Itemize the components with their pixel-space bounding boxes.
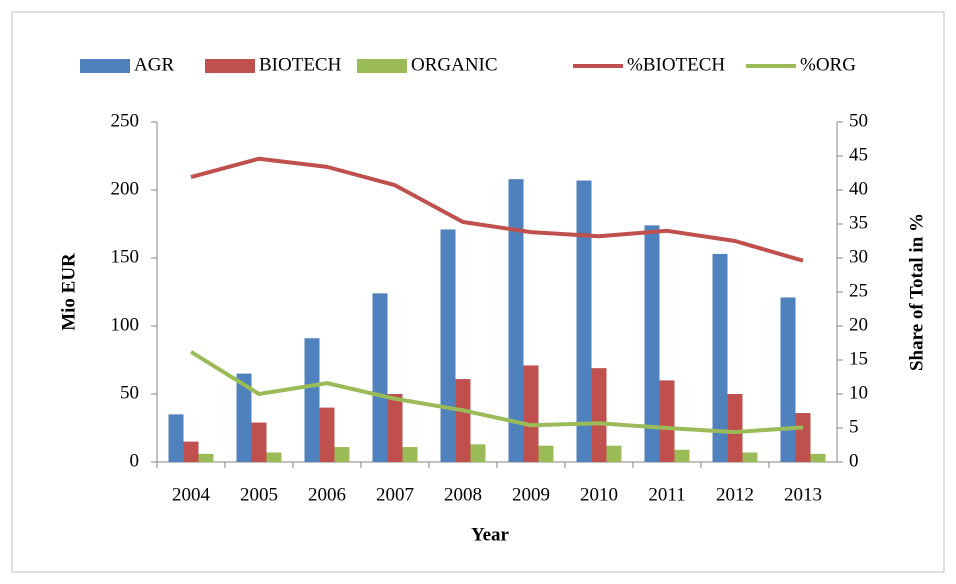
- legend-label: AGR: [134, 54, 174, 75]
- chart-border: [11, 11, 945, 573]
- bar: [168, 414, 184, 462]
- y2-tick-label: 35: [849, 212, 868, 233]
- x-tick-label: 2006: [308, 484, 346, 505]
- x-tick-label: 2004: [172, 484, 211, 505]
- x-tick-label: 2012: [716, 484, 754, 505]
- y2-tick-label: 50: [849, 110, 868, 131]
- x-tick-label: 2013: [784, 484, 822, 505]
- legend-swatch: [80, 59, 130, 73]
- bar: [810, 453, 826, 462]
- bar: [576, 180, 592, 463]
- y2-axis-title: Share of Total in %: [906, 213, 927, 371]
- x-axis-title: Year: [471, 524, 510, 545]
- bar: [591, 368, 607, 462]
- y2-tick-label: 15: [849, 348, 868, 369]
- bar: [508, 179, 524, 462]
- bar: [319, 407, 335, 462]
- bar: [440, 229, 456, 462]
- y-tick-label: 200: [111, 178, 140, 199]
- legend-label: %BIOTECH: [627, 54, 725, 75]
- y2-tick-label: 0: [849, 450, 859, 471]
- y-tick-label: 250: [111, 110, 140, 131]
- y2-tick-label: 30: [849, 246, 868, 267]
- bar: [644, 225, 660, 462]
- bar: [266, 452, 282, 462]
- bar: [183, 441, 199, 462]
- bar: [742, 452, 758, 462]
- line: [190, 156, 804, 263]
- bar: [236, 373, 252, 462]
- bar: [304, 338, 320, 462]
- bar: [659, 380, 675, 462]
- bar: [712, 253, 728, 462]
- y2-tick-label: 5: [849, 416, 859, 437]
- y-tick-label: 100: [111, 314, 140, 335]
- x-tick-label: 2005: [240, 484, 278, 505]
- bar: [387, 394, 403, 462]
- y2-tick-label: 10: [849, 382, 868, 403]
- bar: [523, 365, 539, 462]
- bar: [455, 379, 471, 462]
- bar: [674, 449, 690, 462]
- line: [189, 350, 804, 435]
- x-tick-label: 2007: [376, 484, 414, 505]
- bar: [795, 413, 811, 462]
- legend-label: BIOTECH: [259, 54, 342, 75]
- legend-swatch: [205, 59, 255, 73]
- bar: [372, 293, 388, 462]
- y2-tick-label: 40: [849, 178, 868, 199]
- bar: [251, 422, 267, 462]
- y2-tick-label: 20: [849, 314, 868, 335]
- y-tick-label: 0: [130, 450, 140, 471]
- y2-tick-label: 45: [849, 144, 868, 165]
- bar: [470, 444, 486, 462]
- legend-label: ORGANIC: [411, 54, 498, 75]
- x-tick-label: 2010: [580, 484, 618, 505]
- bar: [606, 445, 622, 462]
- bar: [780, 297, 796, 462]
- legend-swatch: [357, 59, 407, 73]
- y-tick-label: 150: [111, 246, 140, 267]
- bar: [538, 445, 554, 462]
- bar: [198, 453, 214, 462]
- x-tick-label: 2011: [648, 484, 685, 505]
- legend-label: %ORG: [800, 54, 856, 75]
- y2-tick-label: 25: [849, 280, 868, 301]
- x-tick-label: 2009: [512, 484, 550, 505]
- y-tick-label: 50: [120, 382, 139, 403]
- bar: [727, 394, 743, 462]
- x-tick-label: 2008: [444, 484, 482, 505]
- y-axis-title: Mio EUR: [58, 253, 79, 331]
- bar: [402, 447, 418, 462]
- bar: [334, 447, 350, 462]
